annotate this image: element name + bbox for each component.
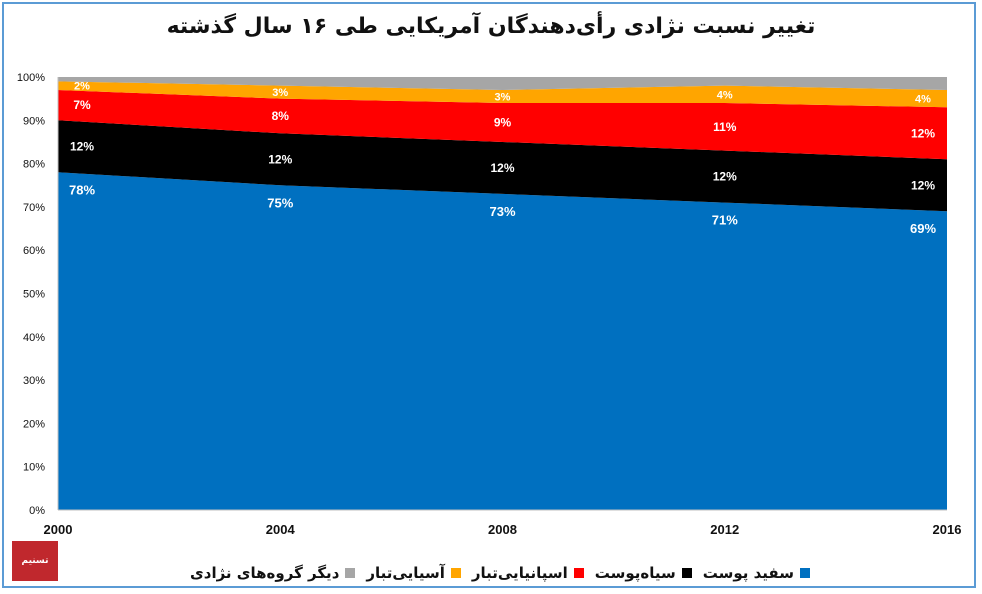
tasnim-logo: تسنیم — [12, 541, 58, 581]
x-tick-label: 2000 — [44, 522, 73, 537]
data-label: 12% — [268, 152, 292, 166]
data-label: 69% — [910, 221, 936, 236]
data-label: 8% — [272, 109, 290, 123]
data-label: 73% — [489, 204, 515, 219]
legend-label-white: سفید پوست — [702, 564, 794, 582]
data-label: 71% — [712, 213, 738, 228]
y-tick-label: 100% — [17, 72, 45, 84]
y-tick-label: 80% — [23, 159, 45, 171]
chart-title: تغییر نسبت نژادی رأی‌دهندگان آمریکایی طی… — [166, 14, 816, 39]
y-tick-label: 60% — [23, 245, 45, 257]
data-label: 9% — [494, 115, 512, 129]
data-label: 12% — [911, 178, 935, 192]
legend-swatch-hispanic — [573, 568, 584, 578]
data-label: 75% — [267, 195, 293, 210]
y-tick-label: 70% — [23, 202, 45, 214]
y-tick-label: 30% — [23, 375, 45, 387]
data-label: 3% — [272, 87, 288, 99]
data-label: 12% — [490, 161, 514, 175]
legend-swatch-black — [681, 568, 692, 578]
legend-label-asian: آسیایی‌تبار — [366, 564, 445, 582]
data-label: 2% — [74, 81, 90, 93]
legend-item-black: سیاه‌پوست — [595, 564, 692, 582]
y-tick-label: 20% — [23, 418, 45, 430]
legend-swatch-asian — [450, 568, 461, 578]
data-label: 4% — [717, 89, 733, 101]
y-tick-label: 40% — [23, 332, 45, 344]
chart-legend: سفید پوست سیاه‌پوست اسپانیایی‌تبار آسیای… — [190, 562, 810, 584]
x-tick-label: 2008 — [488, 522, 517, 537]
legend-label-other: دیگر گروه‌های نژادی — [190, 564, 340, 582]
data-label: 12% — [70, 139, 94, 153]
legend-swatch-other — [345, 568, 356, 578]
x-tick-label: 2012 — [710, 522, 739, 537]
y-tick-label: 90% — [23, 115, 45, 127]
legend-item-other: دیگر گروه‌های نژادی — [190, 564, 356, 582]
legend-label-hispanic: اسپانیایی‌تبار — [471, 564, 568, 582]
area-series-3 — [58, 81, 947, 108]
legend-item-hispanic: اسپانیایی‌تبار — [472, 564, 584, 582]
legend-label-black: سیاه‌پوست — [594, 564, 676, 582]
x-tick-label: 2004 — [266, 522, 296, 537]
area-series-4 — [58, 77, 947, 90]
data-label: 12% — [911, 126, 935, 140]
data-label: 11% — [713, 120, 737, 134]
area-series-0 — [58, 172, 947, 510]
data-label: 12% — [713, 170, 737, 184]
data-label: 7% — [73, 98, 91, 112]
legend-item-white: سفید پوست — [703, 564, 810, 582]
data-label: 4% — [915, 94, 931, 106]
legend-item-asian: آسیایی‌تبار — [366, 564, 461, 582]
legend-swatch-white — [799, 568, 810, 578]
y-tick-label: 10% — [23, 462, 45, 474]
x-tick-label: 2016 — [933, 522, 962, 537]
area-series-1 — [58, 120, 947, 212]
area-series-2 — [58, 89, 947, 160]
y-tick-label: 0% — [29, 505, 45, 517]
data-label: 3% — [495, 91, 511, 103]
y-tick-label: 50% — [23, 289, 45, 301]
data-label: 78% — [69, 182, 95, 197]
